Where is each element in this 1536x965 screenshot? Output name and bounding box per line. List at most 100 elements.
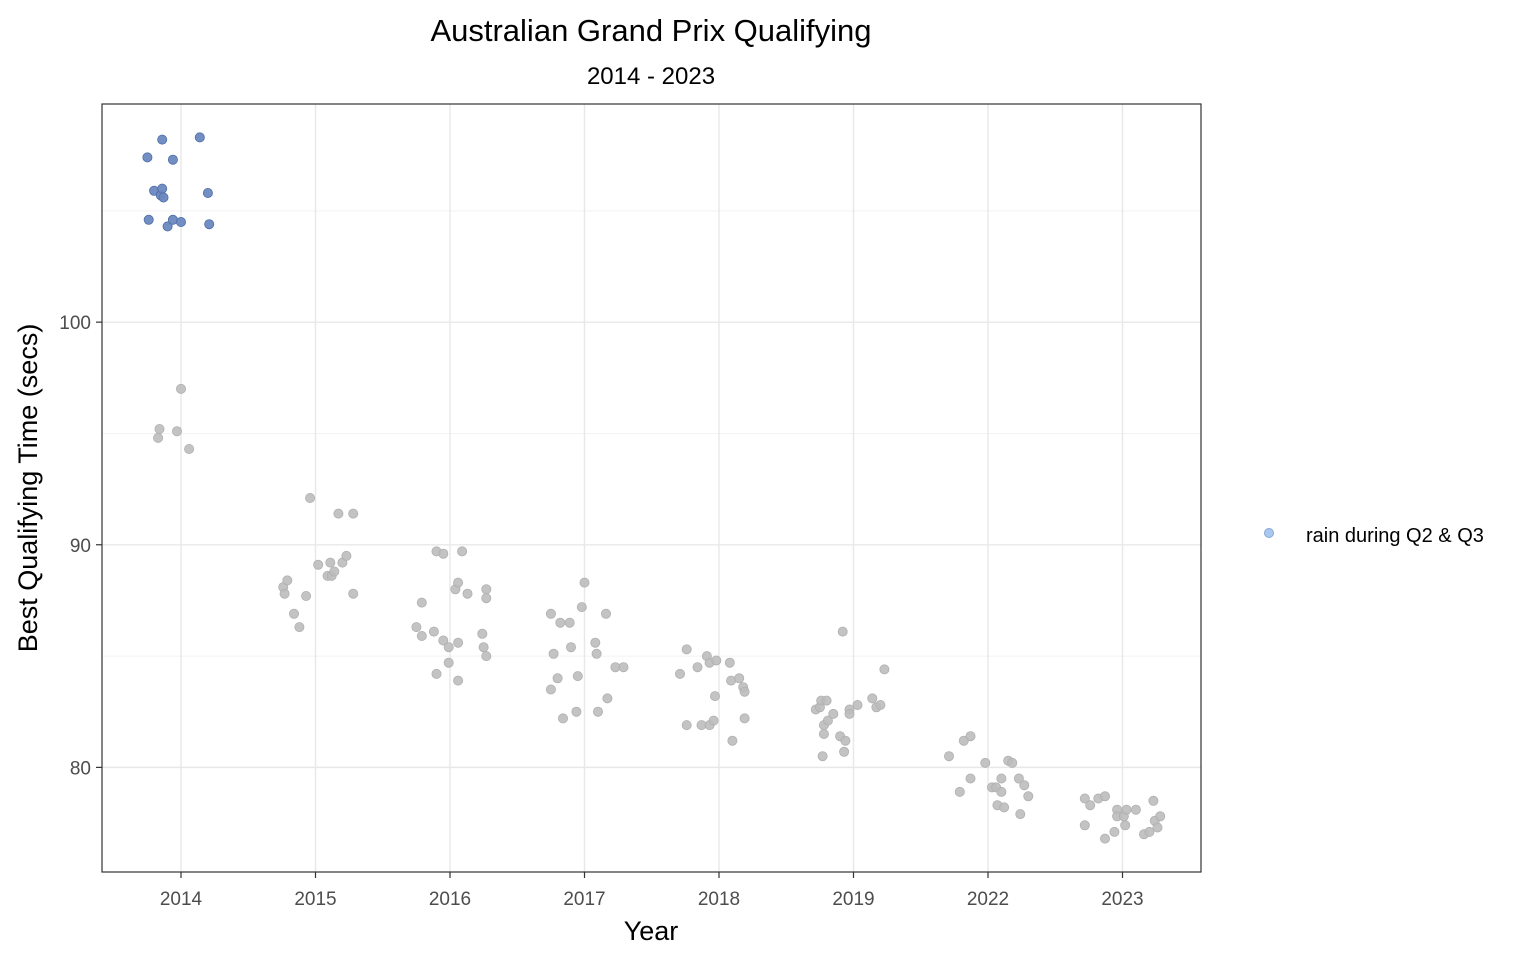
data-point-rain [158,192,169,203]
data-point-rain [142,152,153,163]
data-point [313,559,324,570]
data-point [590,637,601,648]
data-point [428,626,439,637]
x-tick-label: 2023 [1101,889,1143,910]
data-point [1121,804,1132,815]
data-point-rain [204,219,215,230]
data-point [462,588,473,599]
data-point [1109,826,1120,837]
data-point [548,648,559,659]
data-point [999,802,1010,813]
data-point [1085,800,1096,811]
data-point [692,662,703,673]
data-point-rain [202,187,213,198]
data-point [348,588,359,599]
gridlines [102,104,1201,872]
data-point [734,673,745,684]
data-point [288,608,299,619]
data-point [711,655,722,666]
data-point [184,443,195,454]
chart-subtitle: 2014 - 2023 [587,63,715,90]
data-point [844,708,855,719]
data-point [1079,793,1090,804]
data-point-rain [157,183,168,194]
data-point [1019,780,1030,791]
data-point [438,635,449,646]
data-point [1015,809,1026,820]
data-point [601,608,612,619]
data-point [481,584,492,595]
data-point [545,608,556,619]
data-point [837,626,848,637]
data-point [294,622,305,633]
data-point [552,673,563,684]
data-point [477,628,488,639]
data-point [453,637,464,648]
data-point [602,693,613,704]
data-point [416,631,427,642]
data-point [965,773,976,784]
x-tick-label: 2022 [967,889,1009,910]
x-tick-label: 2014 [160,889,203,910]
data-point [618,662,629,673]
data-point [333,508,344,519]
data-point [545,684,556,695]
data-point [944,751,955,762]
data-point [1013,773,1024,784]
data-point-rain [143,214,154,225]
data-point [1023,791,1034,802]
data-point [457,546,468,557]
data-point [727,735,738,746]
data-point [675,668,686,679]
data-point [739,686,750,697]
x-tick-label: 2016 [429,889,471,910]
data-point [1100,791,1111,802]
data-point [593,706,604,717]
data-point [1152,822,1163,833]
data-point [325,557,336,568]
data-point [1079,820,1090,831]
data-point [710,691,721,702]
data-point [566,642,577,653]
data-point [438,548,449,559]
data-point [818,729,829,740]
data-point [739,713,750,724]
data-point [867,693,878,704]
data-point-rain [175,216,186,227]
data-point [954,786,965,797]
data-point [996,773,1007,784]
x-axis-title: Year [624,916,679,946]
y-tick-label: 80 [70,758,91,779]
data-point [558,713,569,724]
data-point [443,657,454,668]
data-point [305,492,316,503]
data-point-rain [157,134,168,145]
data-point-rain [194,132,205,143]
data-point [681,720,692,731]
data-point [478,642,489,653]
data-point [708,715,719,726]
data-point [348,508,359,519]
data-point [591,648,602,659]
data-point [828,708,839,719]
data-point [282,575,293,586]
data-point [279,588,290,599]
data-point [154,423,165,434]
data-point [171,426,182,437]
data-point [453,675,464,686]
data-point [1148,795,1159,806]
data-point [443,642,454,653]
data-point [821,695,832,706]
y-tick-label: 90 [70,536,91,557]
data-point [329,566,340,577]
data-point [817,751,828,762]
data-point [980,757,991,768]
data-point [840,735,851,746]
data-point [411,622,422,633]
legend-label: rain during Q2 & Q3 [1306,525,1484,547]
data-point [301,591,312,602]
data-point [852,700,863,711]
data-point [1100,833,1111,844]
